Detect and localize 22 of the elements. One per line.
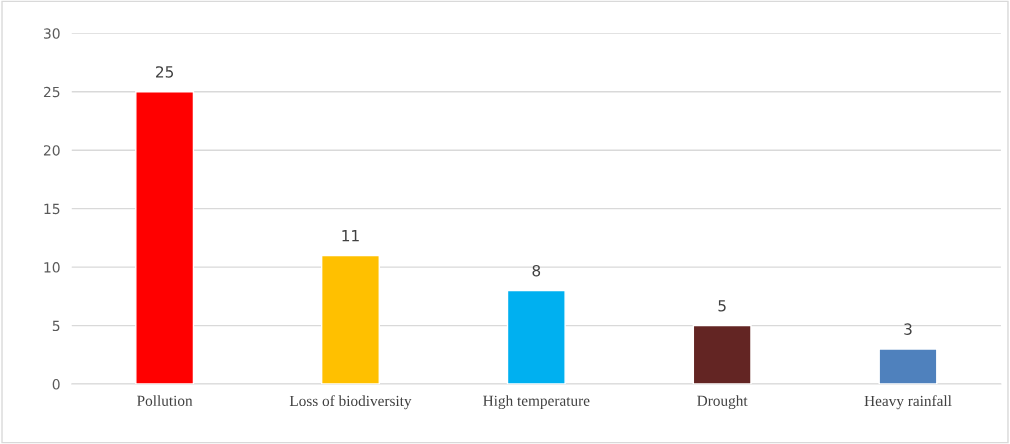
x-tick-label: High temperature (483, 395, 590, 410)
y-tick-label: 20 (43, 145, 60, 156)
data-label: 25 (156, 66, 174, 78)
y-tick-label: 10 (44, 262, 60, 273)
y-tick-label: 0 (52, 379, 60, 390)
x-tick-label: Pollution (137, 395, 193, 406)
y-tick-label: 15 (44, 203, 60, 215)
data-label: 8 (532, 264, 541, 277)
y-tick-label: 5 (52, 320, 60, 332)
y-tick-label: 30 (43, 28, 60, 39)
x-tick-label: Drought (697, 395, 748, 410)
data-label: 11 (342, 230, 359, 242)
y-tick-label: 25 (43, 86, 60, 98)
bar (506, 289, 566, 385)
bar (878, 348, 938, 385)
bar (692, 324, 752, 385)
bar (135, 91, 195, 385)
data-label: 5 (718, 300, 726, 312)
data-label: 3 (904, 323, 912, 335)
x-tick-label: Loss of biodiversity (289, 395, 412, 410)
bar (320, 254, 380, 385)
x-tick-label: Heavy rainfall (864, 395, 952, 410)
